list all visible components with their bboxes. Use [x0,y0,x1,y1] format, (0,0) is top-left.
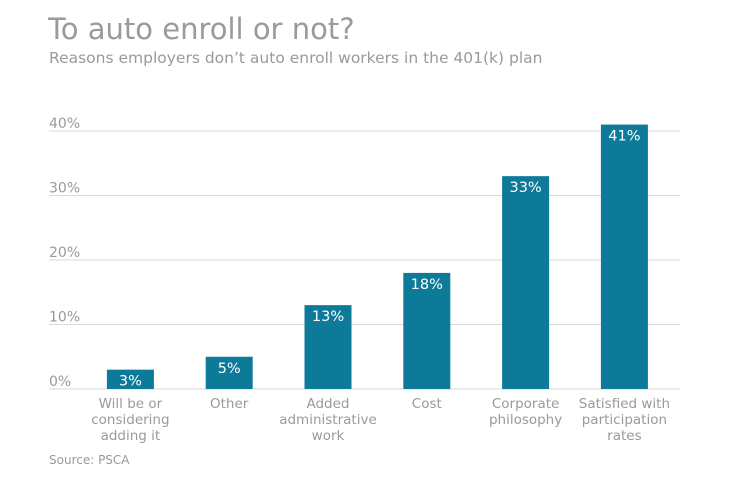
bar [304,305,352,389]
bar [403,272,451,389]
x-tick-label: Other [210,396,249,412]
x-tick-label: administrative [279,412,377,428]
x-tick-label: philosophy [489,412,562,428]
x-tick-label: participation [582,412,667,428]
y-tick-label: 40% [49,116,80,132]
x-tick-label: Cost [412,396,442,412]
data-label: 18% [411,277,443,293]
bar [205,356,253,389]
y-tick-label: 30% [49,181,80,197]
x-tick-label: adding it [101,428,161,444]
bar [106,369,154,389]
x-tick-label: Will be or [99,396,163,412]
bar [502,176,550,389]
y-tick-label: 0% [49,374,71,390]
chart-subtitle: Reasons employers don’t auto enroll work… [49,49,543,67]
data-label: 5% [218,361,241,377]
x-tick-label: rates [607,428,641,444]
x-tick-label: Corporate [492,396,560,412]
bar [600,124,648,390]
y-tick-label: 20% [49,245,80,261]
y-tick-label: 10% [49,310,80,326]
data-label: 3% [119,374,142,390]
data-label: 41% [608,129,640,145]
x-tick-label: Satisfied with [579,396,670,412]
chart-title: To auto enroll or not? [48,12,355,46]
x-tick-label: work [312,428,345,444]
data-label: 33% [509,180,541,196]
x-tick-label: considering [91,412,169,428]
x-tick-label: Added [306,396,349,412]
data-label: 13% [312,309,344,325]
source-note: Source: PSCA [49,453,130,467]
